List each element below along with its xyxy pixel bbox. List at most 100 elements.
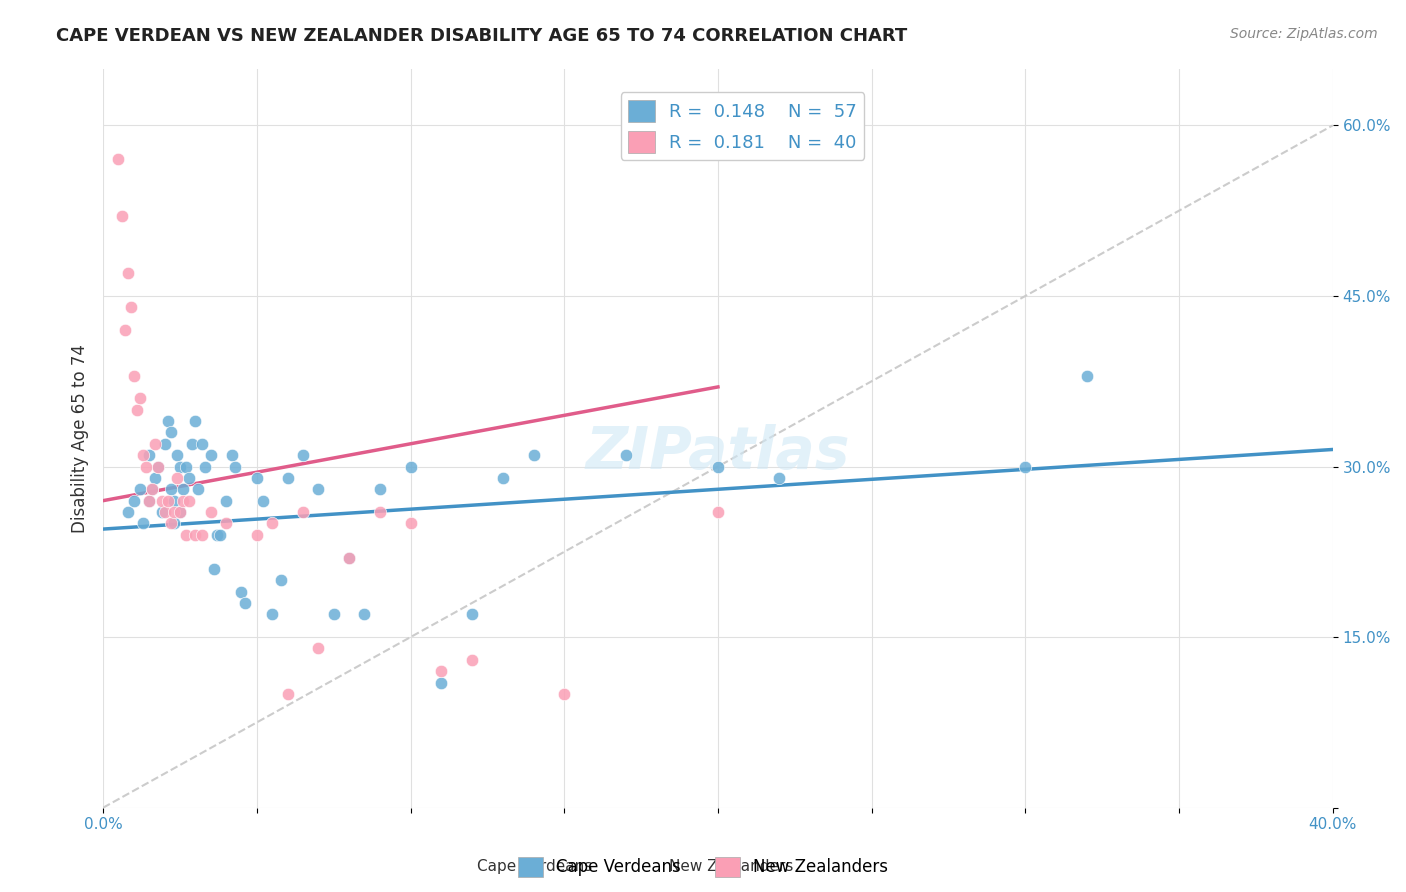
Point [156, 414, 179, 428]
Point [166, 448, 188, 462]
Point [163, 516, 186, 531]
Point [138, 493, 160, 508]
Text: New Zealanders: New Zealanders [669, 859, 793, 874]
Point [1014, 459, 1036, 474]
Text: Cape Verdeans: Cape Verdeans [477, 859, 592, 874]
Point [145, 437, 167, 451]
Point [190, 437, 212, 451]
Point [132, 516, 155, 531]
Point [307, 641, 329, 656]
Point [187, 483, 209, 497]
Point [138, 493, 160, 508]
Y-axis label: Disability Age 65 to 74: Disability Age 65 to 74 [72, 343, 89, 533]
Point [169, 459, 191, 474]
Point [492, 471, 515, 485]
Point [399, 459, 422, 474]
Point [1076, 368, 1098, 383]
Point [129, 483, 152, 497]
Point [120, 301, 142, 315]
Point [174, 528, 197, 542]
Point [262, 516, 284, 531]
Point [163, 505, 186, 519]
Point [159, 516, 181, 531]
Text: Source: ZipAtlas.com: Source: ZipAtlas.com [1230, 27, 1378, 41]
Point [246, 528, 269, 542]
Point [150, 493, 173, 508]
Point [132, 448, 155, 462]
Point [291, 505, 314, 519]
Point [148, 459, 170, 474]
Point [200, 448, 222, 462]
Point [190, 528, 212, 542]
Point [141, 483, 163, 497]
Point [156, 493, 179, 508]
Point [174, 459, 197, 474]
Point [291, 448, 314, 462]
Point [194, 459, 217, 474]
Point [159, 483, 181, 497]
Legend: R =  0.148    N =  57, R =  0.181    N =  40: R = 0.148 N = 57, R = 0.181 N = 40 [620, 93, 865, 160]
Point [707, 505, 730, 519]
Point [399, 516, 422, 531]
Point [322, 607, 344, 622]
Point [110, 210, 132, 224]
Point [172, 493, 194, 508]
Point [172, 483, 194, 497]
Point [233, 596, 256, 610]
Point [107, 153, 129, 167]
Point [135, 459, 157, 474]
Point [553, 687, 575, 701]
Point [141, 483, 163, 497]
Point [184, 414, 207, 428]
Point [163, 493, 186, 508]
Point [169, 505, 191, 519]
Point [200, 505, 222, 519]
Point [153, 505, 176, 519]
Point [307, 483, 329, 497]
Point [215, 493, 238, 508]
Point [169, 505, 191, 519]
Point [368, 505, 391, 519]
Point [166, 471, 188, 485]
Point [262, 607, 284, 622]
Point [150, 505, 173, 519]
Point [181, 437, 204, 451]
Point [179, 493, 201, 508]
Point [125, 402, 148, 417]
Point [277, 471, 299, 485]
Point [252, 493, 274, 508]
Point [337, 550, 360, 565]
Point [129, 392, 152, 406]
Point [122, 368, 145, 383]
Point [138, 448, 160, 462]
Point [153, 437, 176, 451]
Point [179, 471, 201, 485]
Legend: Cape Verdeans, New Zealanders: Cape Verdeans, New Zealanders [512, 850, 894, 884]
Point [159, 425, 181, 440]
Point [461, 653, 484, 667]
Point [221, 448, 243, 462]
Point [337, 550, 360, 565]
Point [224, 459, 246, 474]
Point [208, 528, 231, 542]
Point [368, 483, 391, 497]
Point [231, 584, 253, 599]
Point [461, 607, 484, 622]
Point [430, 675, 453, 690]
Point [215, 516, 238, 531]
Point [202, 562, 225, 576]
Point [117, 505, 139, 519]
Point [277, 687, 299, 701]
Point [145, 471, 167, 485]
Point [270, 573, 292, 587]
Point [114, 323, 136, 337]
Point [522, 448, 544, 462]
Text: CAPE VERDEAN VS NEW ZEALANDER DISABILITY AGE 65 TO 74 CORRELATION CHART: CAPE VERDEAN VS NEW ZEALANDER DISABILITY… [56, 27, 907, 45]
Point [184, 528, 207, 542]
Point [353, 607, 375, 622]
Point [707, 459, 730, 474]
Point [148, 459, 170, 474]
Text: ZIPatlas: ZIPatlas [586, 425, 851, 482]
Point [430, 664, 453, 678]
Point [768, 471, 790, 485]
